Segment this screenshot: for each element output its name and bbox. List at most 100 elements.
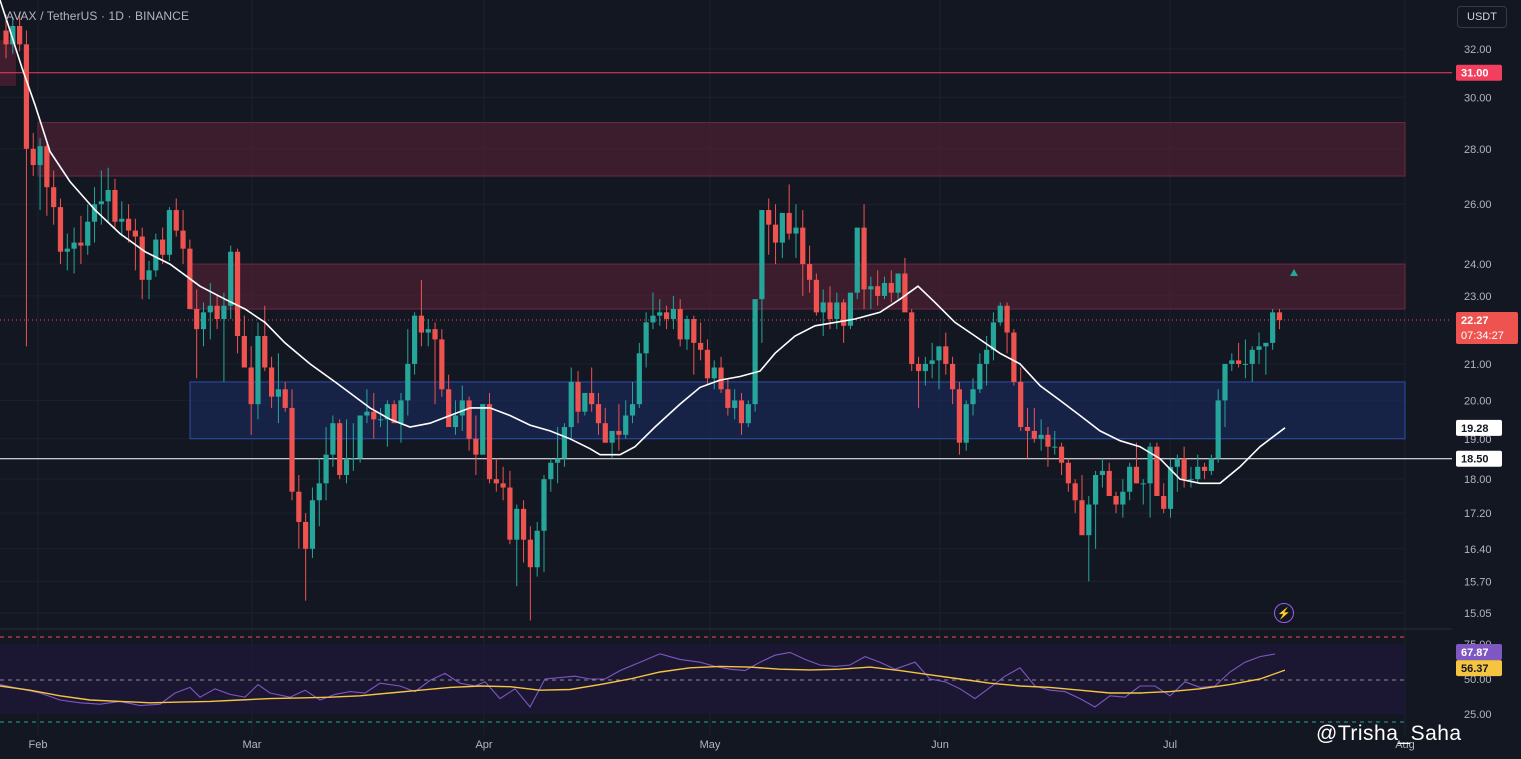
candle[interactable]: [527, 526, 533, 621]
candle[interactable]: [1058, 442, 1065, 476]
candle[interactable]: [847, 292, 854, 330]
candle[interactable]: [691, 315, 697, 375]
candle[interactable]: [1229, 353, 1235, 372]
candle[interactable]: [752, 299, 758, 412]
candle[interactable]: [309, 487, 316, 558]
candle[interactable]: [30, 132, 36, 177]
candle[interactable]: [793, 204, 799, 258]
candle[interactable]: [371, 392, 377, 439]
candle[interactable]: [895, 273, 901, 300]
candle[interactable]: [718, 356, 724, 393]
candle[interactable]: [425, 319, 431, 347]
candle[interactable]: [507, 470, 513, 545]
candle[interactable]: [337, 419, 343, 480]
candle[interactable]: [997, 302, 1003, 326]
candle[interactable]: [350, 423, 356, 471]
candle[interactable]: [1195, 454, 1201, 484]
candle[interactable]: [806, 245, 813, 293]
candle[interactable]: [166, 207, 173, 261]
candle[interactable]: [78, 215, 84, 265]
candle[interactable]: [643, 312, 649, 368]
candle[interactable]: [732, 389, 738, 420]
candle[interactable]: [1242, 339, 1249, 379]
candle[interactable]: [384, 400, 390, 447]
candle[interactable]: [766, 198, 772, 255]
candle[interactable]: [779, 212, 785, 258]
candle[interactable]: [684, 315, 690, 350]
candle[interactable]: [112, 178, 118, 228]
candle[interactable]: [949, 356, 956, 405]
candle[interactable]: [698, 322, 704, 361]
candle[interactable]: [296, 475, 302, 549]
candle[interactable]: [534, 521, 540, 577]
candle[interactable]: [180, 210, 186, 265]
candle[interactable]: [452, 400, 459, 435]
candle[interactable]: [922, 356, 928, 386]
candle[interactable]: [466, 396, 472, 451]
candle[interactable]: [439, 329, 445, 397]
candle[interactable]: [1263, 342, 1269, 375]
candle[interactable]: [432, 322, 438, 405]
candle[interactable]: [970, 378, 976, 416]
candle[interactable]: [357, 415, 363, 463]
candle[interactable]: [1270, 309, 1276, 350]
candle[interactable]: [977, 353, 983, 393]
candle[interactable]: [248, 346, 254, 435]
candle[interactable]: [228, 245, 234, 320]
currency-unit-button[interactable]: USDT: [1457, 6, 1507, 28]
candle[interactable]: [377, 407, 384, 428]
candle[interactable]: [343, 419, 350, 484]
candle[interactable]: [323, 427, 329, 501]
rsi-pane[interactable]: [0, 636, 1405, 723]
candle[interactable]: [64, 233, 70, 271]
candle[interactable]: [1215, 389, 1221, 463]
candle[interactable]: [1004, 302, 1010, 354]
candle[interactable]: [1113, 491, 1119, 514]
candle[interactable]: [459, 385, 465, 431]
candle[interactable]: [1086, 495, 1092, 582]
candle[interactable]: [1045, 427, 1051, 467]
candle[interactable]: [221, 292, 227, 382]
candle[interactable]: [834, 292, 840, 330]
candle[interactable]: [3, 14, 9, 59]
candle[interactable]: [1072, 479, 1078, 514]
candle[interactable]: [1154, 442, 1160, 496]
candle[interactable]: [255, 322, 261, 420]
candle[interactable]: [990, 312, 997, 361]
candle[interactable]: [1236, 342, 1242, 368]
candle[interactable]: [568, 367, 574, 439]
candle[interactable]: [418, 279, 425, 347]
candle[interactable]: [786, 184, 792, 240]
candle[interactable]: [241, 315, 247, 368]
time-axis[interactable]: Feb Mar Apr May Jun Jul Aug: [29, 269, 1415, 751]
candle[interactable]: [1147, 442, 1153, 518]
candle[interactable]: [595, 392, 602, 435]
candle[interactable]: [303, 513, 309, 601]
candle[interactable]: [915, 356, 922, 408]
candle[interactable]: [316, 458, 322, 527]
candle[interactable]: [493, 458, 499, 492]
candle[interactable]: [473, 415, 479, 476]
candle[interactable]: [909, 309, 915, 372]
candle[interactable]: [575, 371, 581, 424]
candle[interactable]: [1024, 407, 1031, 459]
candle[interactable]: [200, 302, 207, 347]
candle[interactable]: [813, 273, 819, 316]
candle[interactable]: [602, 407, 608, 443]
candle[interactable]: [561, 423, 568, 467]
candle[interactable]: [520, 500, 527, 563]
candle[interactable]: [704, 339, 711, 386]
candle[interactable]: [194, 289, 200, 379]
candle[interactable]: [446, 374, 452, 428]
candle[interactable]: [139, 227, 145, 300]
candle[interactable]: [330, 415, 336, 467]
lightning-icon[interactable]: ⚡: [1274, 603, 1294, 623]
candle[interactable]: [1140, 479, 1146, 505]
candle[interactable]: [1201, 462, 1208, 480]
candle[interactable]: [187, 239, 193, 310]
candle[interactable]: [623, 400, 629, 439]
candle[interactable]: [10, 16, 16, 54]
candle[interactable]: [827, 286, 833, 330]
candle[interactable]: [725, 378, 731, 416]
